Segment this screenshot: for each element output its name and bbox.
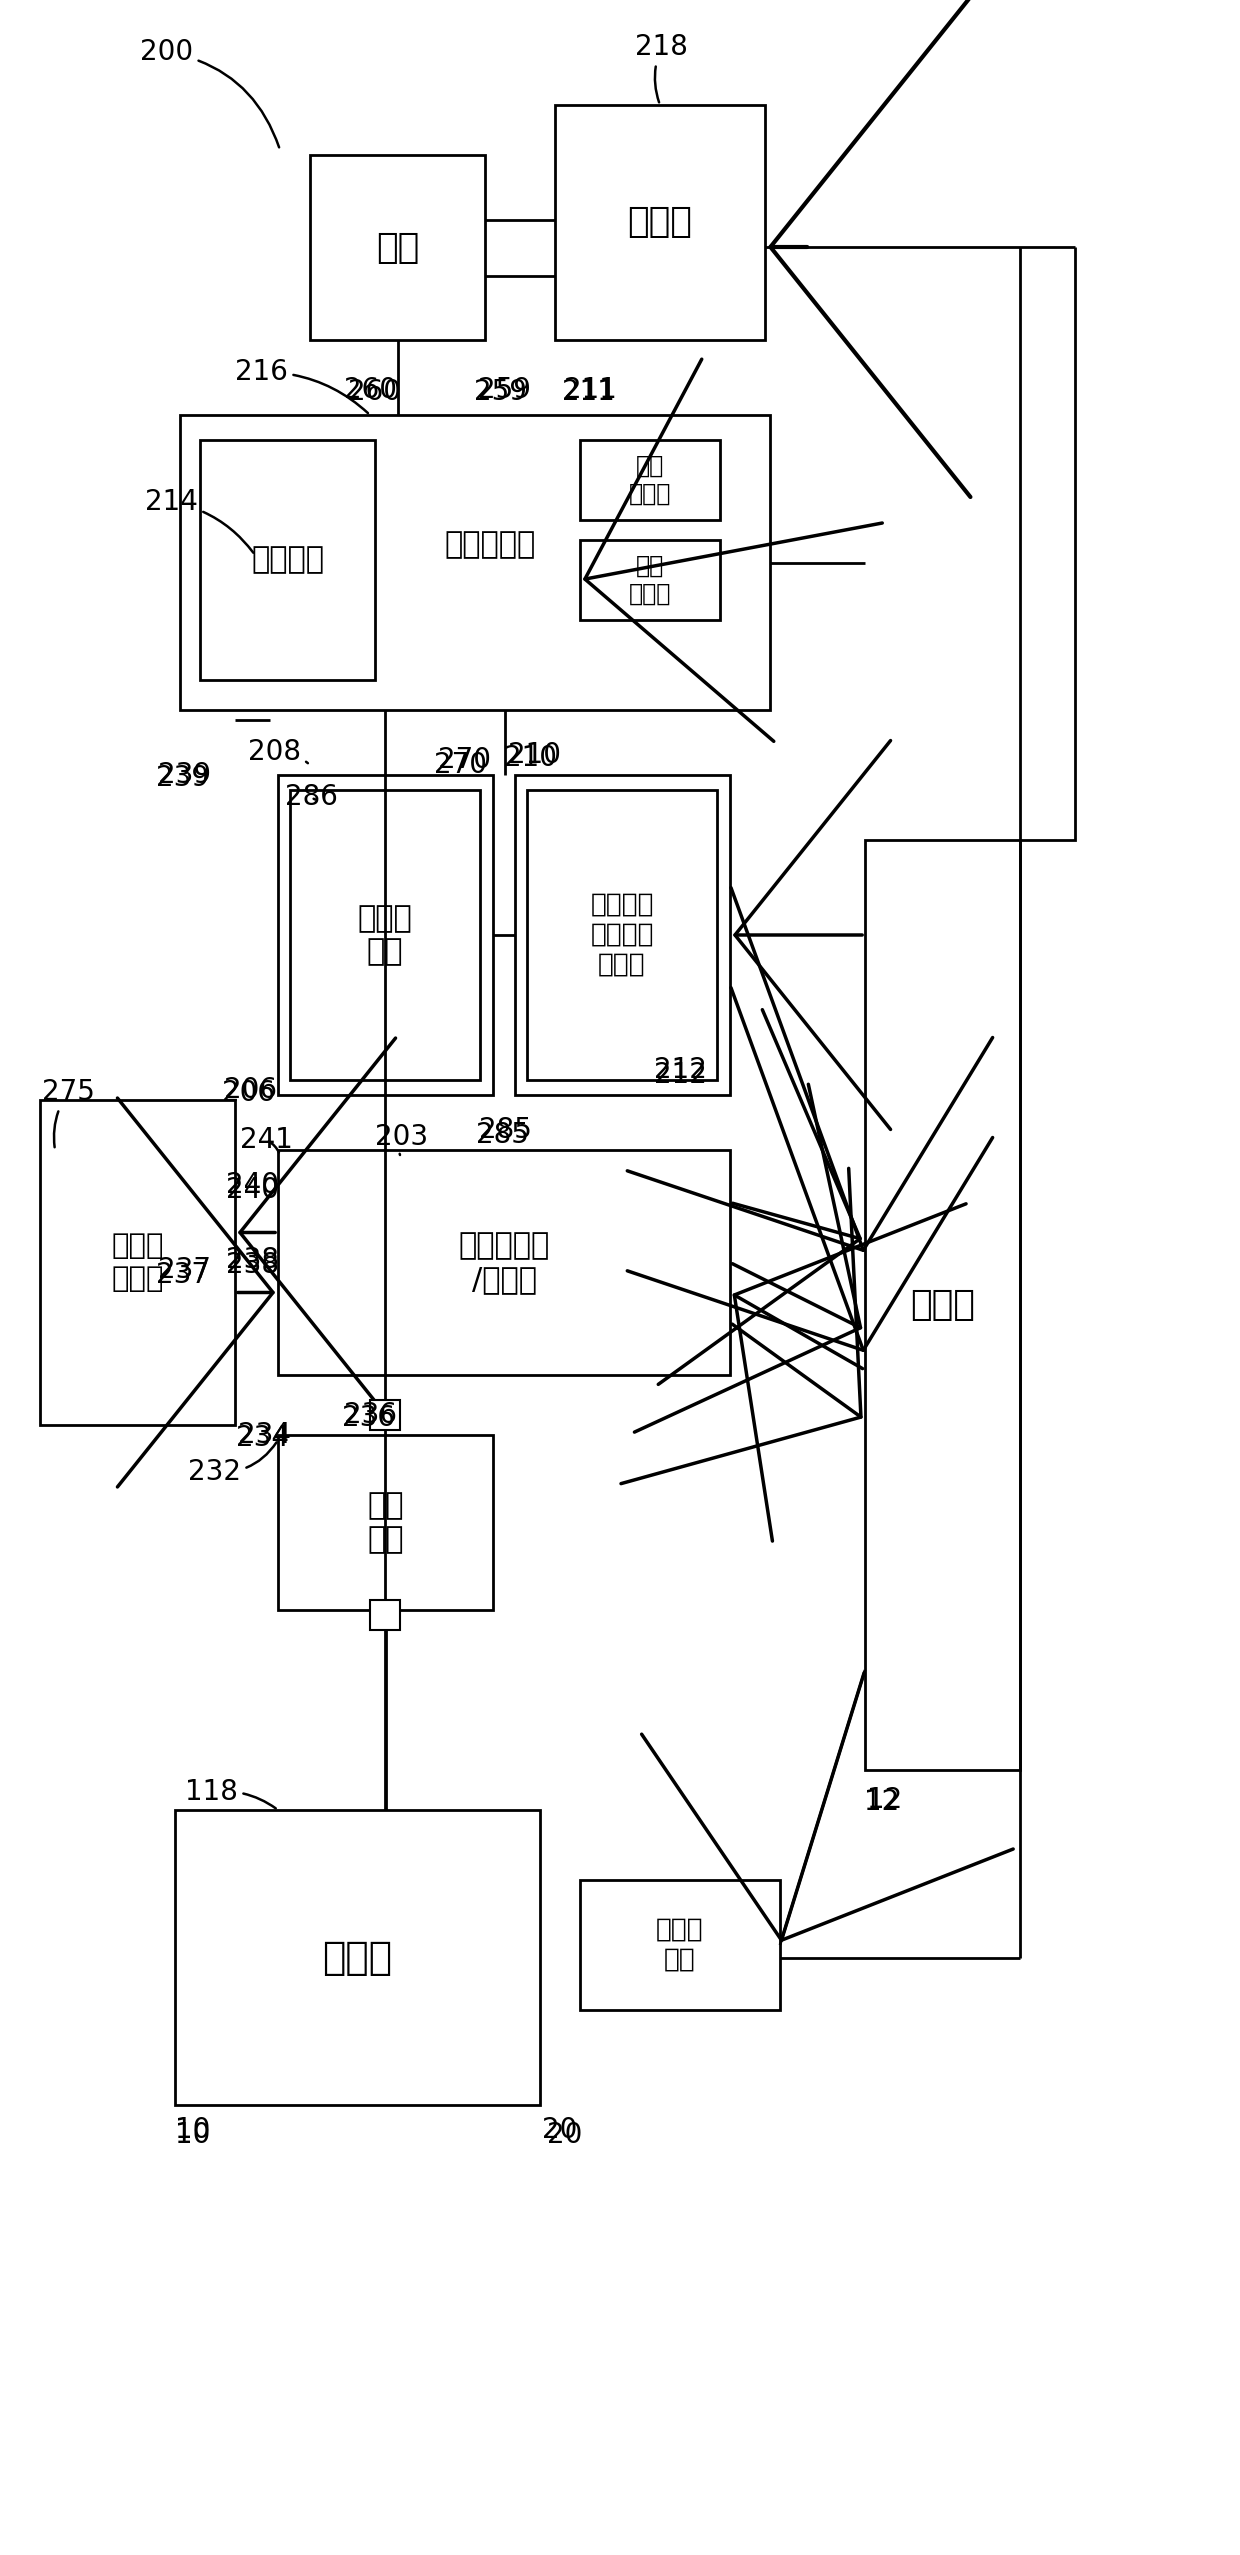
- Text: 238: 238: [227, 1247, 279, 1275]
- Text: 239: 239: [156, 764, 210, 792]
- Text: 241: 241: [241, 1127, 293, 1155]
- Bar: [180, 414, 770, 710]
- Text: 259: 259: [479, 376, 532, 404]
- Text: 206: 206: [223, 1076, 277, 1104]
- Text: 286: 286: [285, 782, 337, 810]
- Bar: [175, 1809, 539, 2105]
- Text: 前进
离合器: 前进 离合器: [629, 554, 671, 606]
- Bar: [556, 105, 765, 340]
- Text: 236: 236: [343, 1400, 397, 1428]
- Bar: [278, 774, 494, 1096]
- Text: 208: 208: [248, 738, 308, 766]
- Text: 12: 12: [864, 1788, 900, 1817]
- Text: 20: 20: [542, 2116, 578, 2144]
- Text: 237: 237: [159, 1257, 212, 1285]
- Text: 240: 240: [226, 1175, 279, 1203]
- Text: 232: 232: [188, 1444, 277, 1487]
- Bar: [370, 1599, 401, 1630]
- Text: 211: 211: [562, 378, 615, 406]
- Text: 20: 20: [547, 2121, 583, 2149]
- Text: 双质
飞轮: 双质 飞轮: [367, 1492, 404, 1553]
- Bar: [866, 841, 1021, 1771]
- Bar: [515, 774, 730, 1096]
- Text: 车轮: 车轮: [376, 230, 419, 266]
- Text: 发动机: 发动机: [322, 1939, 393, 1978]
- Text: 10: 10: [175, 2121, 211, 2149]
- Text: 机械油泵: 机械油泵: [250, 547, 324, 575]
- Text: 203: 203: [374, 1124, 428, 1155]
- Bar: [40, 1101, 236, 1426]
- Text: 液力变
矩器: 液力变 矩器: [357, 904, 413, 966]
- Text: 倒档
离合器: 倒档 离合器: [629, 455, 671, 506]
- Text: 275: 275: [42, 1078, 95, 1147]
- Text: 控制器: 控制器: [910, 1288, 975, 1321]
- Text: 236: 236: [341, 1405, 394, 1431]
- Bar: [580, 1880, 780, 2011]
- Text: 285: 285: [476, 1122, 528, 1150]
- Bar: [278, 1436, 494, 1610]
- Text: 118: 118: [185, 1778, 275, 1809]
- Text: 212: 212: [653, 1055, 707, 1083]
- Bar: [278, 1150, 730, 1375]
- Text: 237: 237: [156, 1262, 210, 1290]
- Text: 集成启动机
/发电机: 集成启动机 /发电机: [459, 1232, 549, 1293]
- Text: 285: 285: [479, 1117, 532, 1145]
- Text: 259: 259: [474, 378, 527, 406]
- Text: 234: 234: [238, 1421, 291, 1449]
- Text: 211: 211: [563, 376, 616, 404]
- Text: 216: 216: [236, 358, 368, 414]
- Text: 制动器: 制动器: [627, 204, 692, 240]
- Text: 206: 206: [222, 1078, 274, 1106]
- Text: 扭矩激
励器: 扭矩激 励器: [656, 1916, 704, 1972]
- Text: 210: 210: [508, 741, 562, 769]
- Bar: [580, 439, 720, 521]
- Text: 发力变矩
器耦合器
禁止器: 发力变矩 器耦合器 禁止器: [590, 892, 653, 979]
- Text: 10: 10: [175, 2116, 211, 2144]
- Text: 270: 270: [434, 751, 486, 779]
- Text: 自动变速器: 自动变速器: [444, 531, 536, 560]
- Bar: [527, 789, 717, 1081]
- Text: 214: 214: [145, 488, 253, 552]
- Text: 200: 200: [140, 38, 279, 148]
- Text: 238: 238: [226, 1252, 279, 1280]
- Text: 239: 239: [159, 761, 212, 789]
- Text: 218: 218: [635, 33, 688, 102]
- Text: 234: 234: [237, 1423, 289, 1451]
- Text: 260: 260: [343, 376, 397, 404]
- Text: 212: 212: [653, 1060, 707, 1088]
- Text: 260: 260: [348, 378, 402, 406]
- Bar: [310, 156, 485, 340]
- Bar: [580, 539, 720, 621]
- Text: 210: 210: [503, 744, 557, 772]
- Bar: [370, 1400, 401, 1431]
- Text: 270: 270: [439, 746, 491, 774]
- Bar: [200, 439, 374, 680]
- Text: 240: 240: [227, 1170, 279, 1198]
- Bar: [290, 789, 480, 1081]
- Text: 12: 12: [867, 1786, 903, 1814]
- Text: 电能储
存装置: 电能储 存装置: [112, 1232, 164, 1293]
